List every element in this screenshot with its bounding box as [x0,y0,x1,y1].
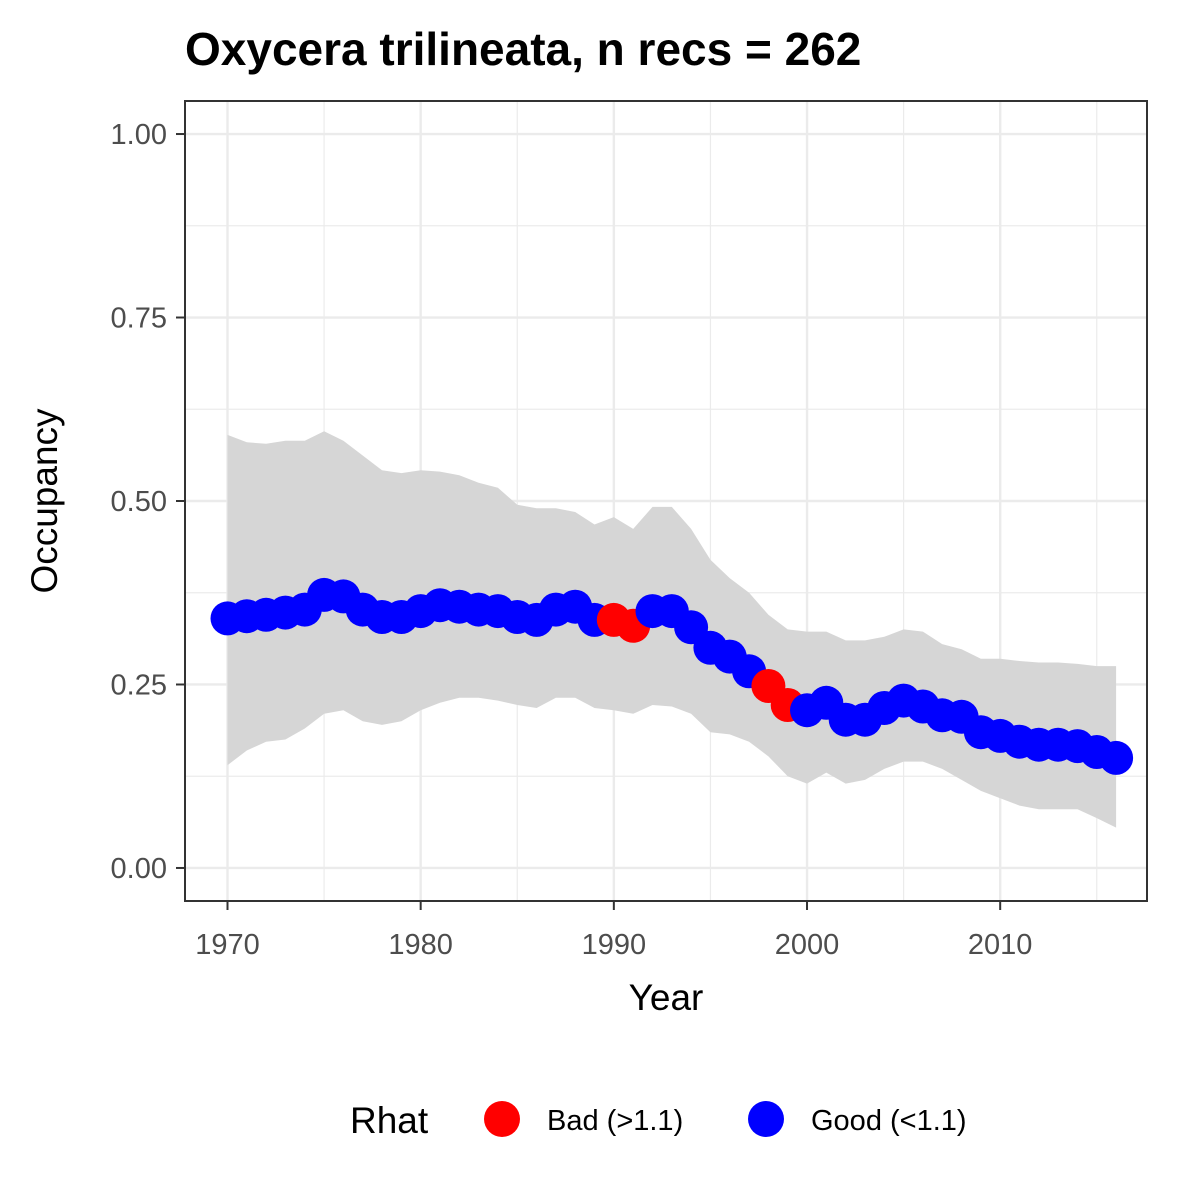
legend-label-good: Good (<1.1) [811,1105,967,1137]
chart-title: Oxycera trilineata, n recs = 262 [185,23,861,75]
y-tick-label: 1.00 [111,119,167,151]
y-tick-label: 0.50 [111,486,167,518]
x-axis: 1970 1980 1990 2000 2010 [195,901,1032,961]
legend-label-bad: Bad (>1.1) [547,1105,683,1137]
data-point-2016 [1099,740,1134,775]
y-tick-label: 0.25 [111,669,167,701]
x-tick-label: 1970 [195,929,260,961]
x-tick-label: 1990 [582,929,647,961]
data-points [210,577,1134,775]
legend-key-good [748,1101,784,1137]
x-tick-label: 1980 [388,929,453,961]
x-tick-label: 2000 [775,929,840,961]
x-axis-title: Year [629,977,704,1018]
y-axis-title: Occupancy [24,408,65,594]
y-tick-label: 0.00 [111,853,167,885]
confidence-ribbon [227,431,1117,828]
y-axis: 0.00 0.25 0.50 0.75 1.00 [111,119,185,885]
legend: Rhat Bad (>1.1) Good (<1.1) [350,1100,967,1141]
legend-title: Rhat [350,1100,429,1141]
y-tick-label: 0.75 [111,303,167,335]
legend-key-bad [484,1101,520,1137]
x-tick-label: 2010 [968,929,1033,961]
plot-panel [184,100,1148,902]
